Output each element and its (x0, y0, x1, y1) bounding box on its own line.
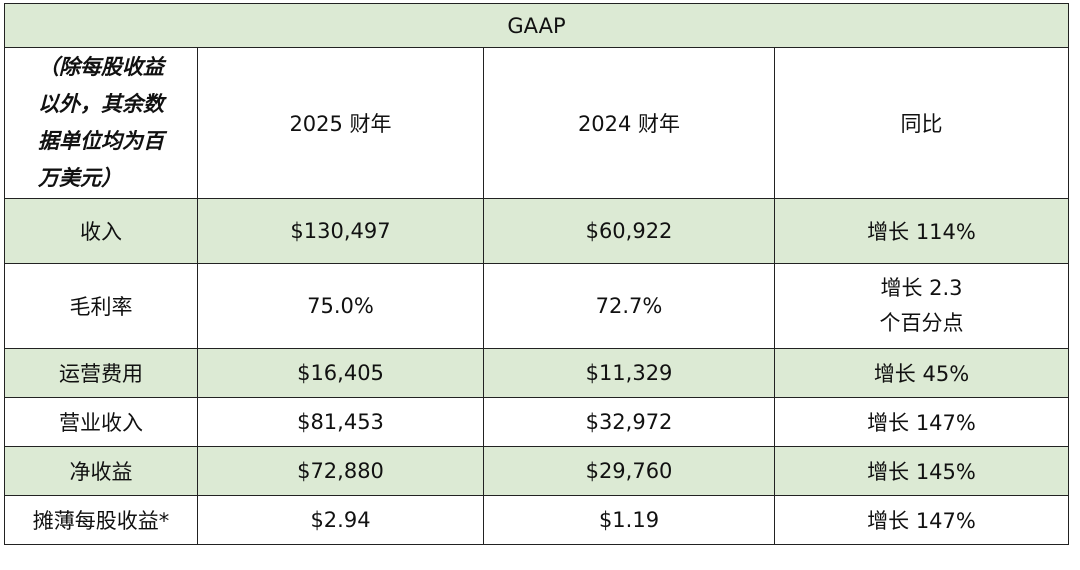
table-row-net-income: 净收益 $72,880 $29,760 增长 145% (4, 446, 1069, 496)
row-label: 毛利率 (4, 263, 198, 349)
cell-yoy: 增长 145% (774, 446, 1069, 496)
table-row-gross-margin: 毛利率 75.0% 72.7% 增长 2.3 个百分点 (4, 263, 1069, 349)
cell-fy2025: $72,880 (197, 446, 484, 496)
row-label: 收入 (4, 198, 198, 264)
unit-note: （除每股收益 以外，其余数 据单位均为百 万美元） (38, 55, 164, 190)
cell-yoy-cell: 增长 2.3 个百分点 (774, 263, 1069, 349)
gaap-financial-table: GAAP （除每股收益 以外，其余数 据单位均为百 万美元） 2025 财年 2… (4, 3, 1069, 545)
row-label: 摊薄每股收益* (4, 495, 198, 545)
unit-note-header: （除每股收益 以外，其余数 据单位均为百 万美元） (4, 47, 198, 199)
cell-yoy: 增长 147% (774, 397, 1069, 447)
cell-yoy: 增长 2.3 个百分点 (879, 276, 964, 335)
cell-fy2024: $32,972 (483, 397, 775, 447)
table-row-operating-income: 营业收入 $81,453 $32,972 增长 147% (4, 397, 1069, 447)
row-label: 运营费用 (4, 348, 198, 398)
column-header-fy2025: 2025 财年 (197, 47, 484, 199)
cell-fy2025: $130,497 (197, 198, 484, 264)
table-title: GAAP (4, 3, 1069, 48)
cell-fy2025: $81,453 (197, 397, 484, 447)
table-row-diluted-eps: 摊薄每股收益* $2.94 $1.19 增长 147% (4, 495, 1069, 545)
cell-fy2025: 75.0% (197, 263, 484, 349)
cell-fy2025: $2.94 (197, 495, 484, 545)
table-header-row: （除每股收益 以外，其余数 据单位均为百 万美元） 2025 财年 2024 财… (4, 47, 1069, 199)
cell-yoy: 增长 147% (774, 495, 1069, 545)
column-header-yoy: 同比 (774, 47, 1069, 199)
row-label: 营业收入 (4, 397, 198, 447)
column-header-fy2024: 2024 财年 (483, 47, 775, 199)
cell-fy2024: $29,760 (483, 446, 775, 496)
cell-fy2025: $16,405 (197, 348, 484, 398)
cell-fy2024: $60,922 (483, 198, 775, 264)
table-row-revenue: 收入 $130,497 $60,922 增长 114% (4, 198, 1069, 264)
cell-yoy: 增长 45% (774, 348, 1069, 398)
cell-fy2024: 72.7% (483, 263, 775, 349)
cell-fy2024: $1.19 (483, 495, 775, 545)
table-title-row: GAAP (4, 3, 1069, 48)
cell-fy2024: $11,329 (483, 348, 775, 398)
table-row-operating-expenses: 运营费用 $16,405 $11,329 增长 45% (4, 348, 1069, 398)
cell-yoy: 增长 114% (774, 198, 1069, 264)
row-label: 净收益 (4, 446, 198, 496)
